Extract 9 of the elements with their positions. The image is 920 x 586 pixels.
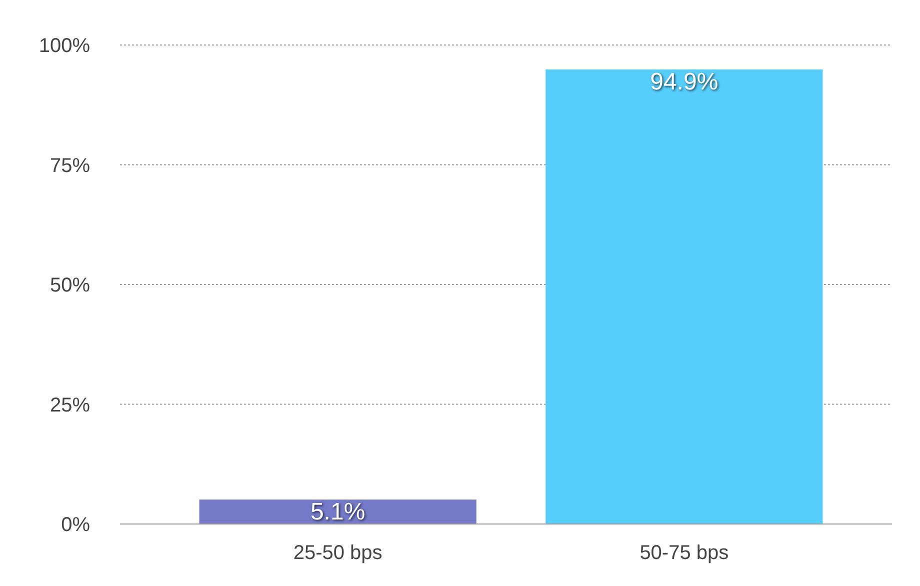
- y-tick-label: 25%: [50, 394, 90, 416]
- x-tick-label: 25-50 bps: [293, 542, 382, 564]
- y-tick-label: 50%: [50, 274, 90, 296]
- y-tick-label: 100%: [38, 35, 90, 57]
- y-tick-label: 75%: [50, 154, 90, 177]
- y-tick-label: 0%: [61, 514, 90, 536]
- data-label: 5.1%: [310, 498, 366, 526]
- x-tick-label: 50-75 bps: [640, 542, 729, 564]
- data-label: 94.9%: [650, 68, 718, 96]
